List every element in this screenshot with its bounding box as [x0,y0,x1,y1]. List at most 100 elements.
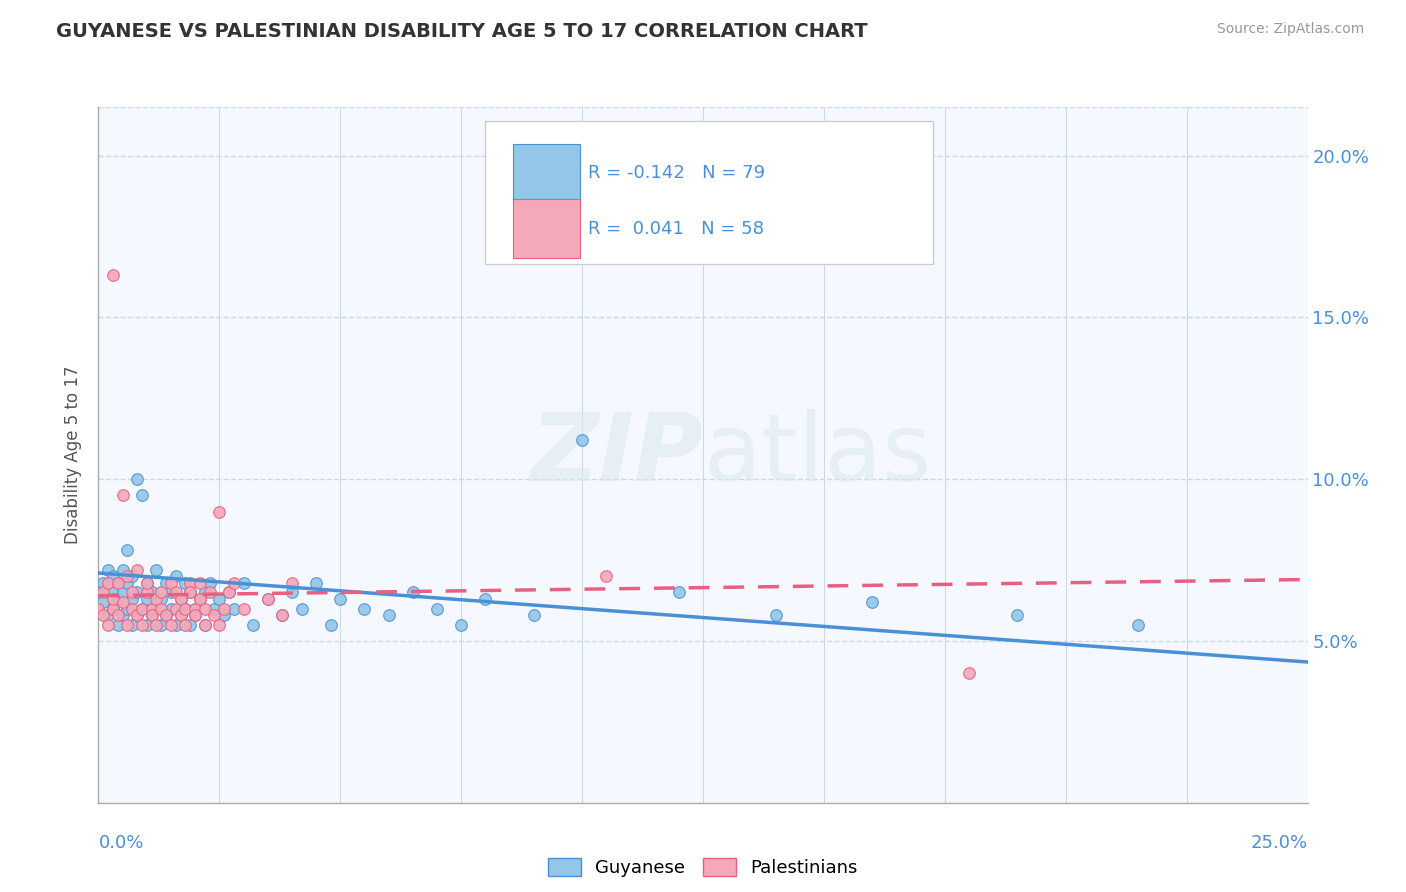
Point [101,569,124,583]
Text: ZIP: ZIP [530,409,703,501]
Point [305,575,328,590]
Text: R =  0.041   N = 58: R = 0.041 N = 58 [588,219,763,238]
Point [91,608,114,623]
Point [179,585,201,599]
Point [595,569,617,583]
Point [668,585,690,599]
Point [97,617,120,632]
Point [204,608,226,623]
Point [174,601,197,615]
Point [184,601,207,615]
Point [281,585,304,599]
Point [135,585,157,599]
Point [117,543,139,558]
Point [765,608,787,623]
Point [165,617,187,632]
Point [174,617,197,632]
Point [155,575,177,590]
Point [169,591,191,606]
Point [194,601,217,615]
Point [212,608,235,623]
Point [319,617,342,632]
Point [204,601,226,615]
Point [160,601,183,615]
Point [150,591,173,606]
Point [174,575,197,590]
Point [179,575,201,590]
Point [117,575,139,590]
Point [194,617,217,632]
Point [256,591,278,606]
Legend: Guyanese, Palestinians: Guyanese, Palestinians [541,850,865,884]
Point [135,575,157,590]
Text: R = -0.142   N = 79: R = -0.142 N = 79 [588,164,765,182]
Text: 0.0%: 0.0% [98,834,143,852]
Point [160,617,183,632]
Point [127,563,149,577]
Point [127,608,149,623]
Point [194,617,217,632]
Point [474,591,496,606]
Point [150,585,173,599]
Point [232,601,254,615]
Point [101,585,124,599]
Point [222,601,245,615]
Point [1007,608,1029,623]
Point [91,585,114,599]
Point [135,591,157,606]
Point [450,617,472,632]
Point [121,591,143,606]
Point [131,488,153,502]
Point [91,575,114,590]
Point [87,601,110,615]
Point [281,575,304,590]
Point [160,575,183,590]
Point [87,585,110,599]
Point [957,666,980,681]
Point [121,585,143,599]
Point [208,591,231,606]
Point [232,575,254,590]
Point [107,617,129,632]
Point [135,575,157,590]
Point [208,617,231,632]
Point [165,569,187,583]
Point [141,585,163,599]
Text: 25.0%: 25.0% [1250,834,1308,852]
Point [860,595,883,609]
Point [208,504,231,518]
Point [1128,617,1150,632]
Point [131,601,153,615]
Point [97,608,120,623]
Point [141,608,163,623]
Point [256,591,278,606]
Point [160,585,183,599]
Point [145,617,167,632]
Point [131,601,153,615]
Point [111,585,134,599]
Point [329,591,352,606]
FancyBboxPatch shape [485,121,932,264]
Point [145,601,167,615]
Point [141,601,163,615]
Text: Source: ZipAtlas.com: Source: ZipAtlas.com [1216,22,1364,37]
Point [107,591,129,606]
FancyBboxPatch shape [513,144,579,202]
Point [107,575,129,590]
Point [523,608,546,623]
Point [271,608,294,623]
Point [169,608,191,623]
Point [188,575,211,590]
Point [117,617,139,632]
Point [218,585,240,599]
Point [169,608,191,623]
Point [117,569,139,583]
Point [97,563,120,577]
Point [184,601,207,615]
Point [101,601,124,615]
Y-axis label: Disability Age 5 to 17: Disability Age 5 to 17 [65,366,83,544]
Point [121,569,143,583]
Point [188,591,211,606]
Point [242,617,264,632]
Point [169,591,191,606]
